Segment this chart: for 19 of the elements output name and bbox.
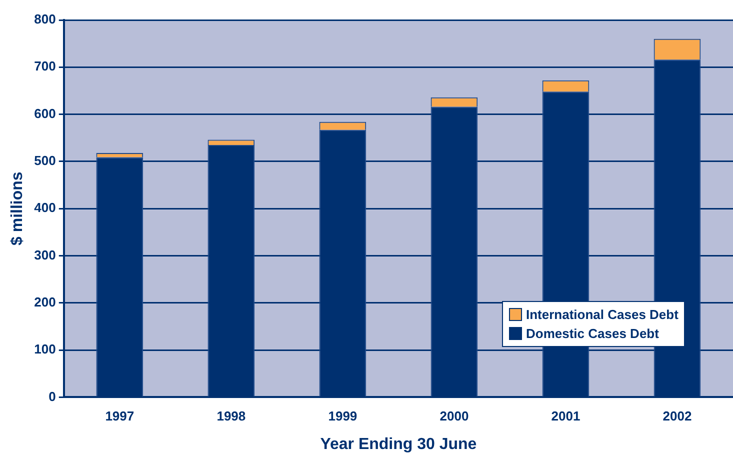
x-tick-label: 2000: [440, 408, 469, 424]
legend-label: Domestic Cases Debt: [526, 326, 659, 342]
y-tick-label: 100: [34, 342, 56, 357]
y-tick-label: 500: [34, 153, 56, 168]
x-tick-label: 1999: [328, 408, 358, 424]
y-tick-label: 0: [48, 388, 56, 404]
y-axis-title: $ millions: [9, 172, 26, 246]
y-tick-label: 200: [34, 294, 56, 310]
y-tick-label: 300: [34, 247, 56, 262]
y-tick-label: 600: [34, 106, 56, 121]
y-tick-label: 400: [34, 200, 56, 216]
x-tick-label: 1998: [216, 408, 246, 424]
y-tick-label: 700: [34, 58, 56, 74]
x-tick-label: 2001: [551, 408, 580, 424]
x-tick-label: 1997: [105, 408, 134, 424]
legend-label: International Cases Debt: [526, 307, 678, 322]
y-tick-label: 800: [34, 12, 56, 27]
x-axis-title: Year Ending 30 June: [320, 436, 477, 453]
x-tick-label: 2002: [662, 408, 692, 424]
